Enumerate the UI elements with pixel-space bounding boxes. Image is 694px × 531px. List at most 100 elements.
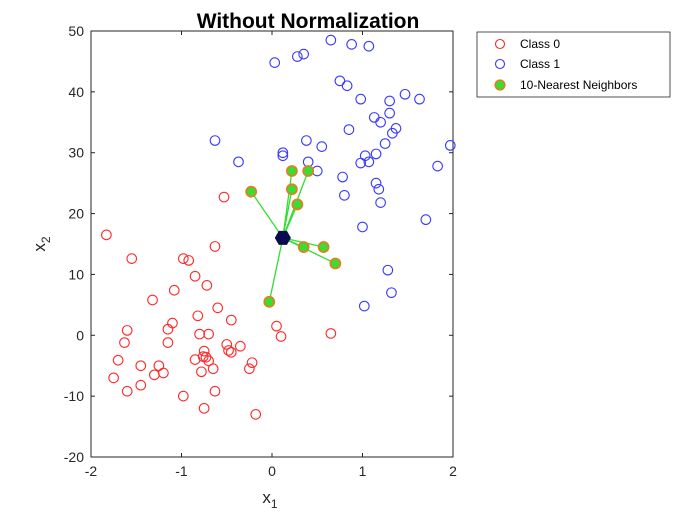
class-0-point <box>221 339 233 350</box>
class-1-point <box>375 116 386 128</box>
legend-box <box>476 31 671 98</box>
class-0-point <box>218 191 230 203</box>
class-1-point <box>355 93 367 105</box>
class-0-point <box>209 241 221 252</box>
class-0-point <box>121 325 133 336</box>
class-0-point <box>203 355 214 367</box>
class-1-point <box>355 157 367 169</box>
class-0-point <box>135 379 147 391</box>
class-0-point <box>225 314 237 326</box>
class-1-point <box>298 48 310 60</box>
legend-label-neighbors: 10-Nearest Neighbors <box>520 78 637 92</box>
legend: Class 0 Class 1 10-Nearest Neighbors <box>476 31 671 98</box>
neighbor-point <box>297 241 310 253</box>
class-0-point <box>101 229 112 241</box>
class-1-point <box>399 88 411 100</box>
legend-marker-class-1 <box>494 58 506 70</box>
x-tick-label: 1 <box>359 463 367 479</box>
class-0-point <box>209 385 221 397</box>
legend-marker-neighbors <box>494 79 506 91</box>
y-tick-label: -20 <box>64 449 84 465</box>
class-0-point <box>201 280 213 291</box>
class-1-point <box>337 171 348 183</box>
neighbor-edge <box>282 189 293 239</box>
neighbor-point <box>286 183 298 196</box>
class-1-point <box>358 300 370 312</box>
class-0-point <box>196 366 207 378</box>
class-1-point <box>363 40 375 52</box>
neighbor-point <box>329 257 342 270</box>
class-1-point <box>325 34 337 46</box>
class-0-point <box>112 354 124 366</box>
neighbor-edge <box>250 191 284 239</box>
class-0-point <box>158 367 169 379</box>
class-0-point <box>168 284 180 296</box>
class-1-point <box>379 138 391 149</box>
class-1-point <box>301 135 312 146</box>
class-1-point <box>341 80 353 92</box>
class-1-point <box>334 75 346 87</box>
query-point <box>274 230 291 245</box>
class-1-point <box>382 264 394 276</box>
legend-label-class-0: Class 0 <box>520 37 560 51</box>
class-1-point <box>269 57 281 68</box>
neighbor-point <box>245 185 258 198</box>
class-0-point <box>121 385 133 397</box>
class-0-point <box>177 253 189 264</box>
neighbor-point <box>302 165 315 177</box>
y-axis-label-subscript: 2 <box>39 236 53 243</box>
neighbor-edge <box>282 237 336 265</box>
class-0-point <box>325 328 337 339</box>
class-1-point <box>233 156 244 168</box>
class-1-point <box>363 156 375 168</box>
class-0-point <box>244 363 255 375</box>
class-0-point <box>246 357 258 369</box>
class-1-point <box>444 140 456 151</box>
x-axis-label: x1 <box>262 488 278 511</box>
class-0-point <box>194 328 205 340</box>
y-tick-label: 20 <box>68 206 84 222</box>
class-0-point <box>162 337 174 348</box>
class-1-point <box>209 135 221 146</box>
class-0-point <box>212 302 224 314</box>
legend-marker-class-0 <box>494 38 506 50</box>
class-0-point <box>147 294 158 306</box>
neighbor-point <box>286 165 298 177</box>
class-0-point <box>167 317 178 329</box>
neighbor-point <box>263 295 276 308</box>
y-tick-label: 50 <box>68 23 84 39</box>
class-0-point <box>200 351 212 363</box>
class-0-point <box>275 331 287 342</box>
class-0-point <box>108 372 119 384</box>
class-0-point <box>135 360 147 372</box>
class-0-point <box>207 363 219 375</box>
y-tick-label: 40 <box>68 84 84 100</box>
class-0-point <box>126 253 138 264</box>
class-0-point <box>177 390 189 402</box>
class-0-point <box>250 409 262 420</box>
class-1-point <box>384 107 396 119</box>
class-1-point <box>384 95 396 107</box>
chart-title: Without Normalization <box>197 10 420 33</box>
class-1-point <box>375 197 386 208</box>
class-0-point <box>183 255 195 266</box>
class-1-point <box>346 39 357 50</box>
class-0-point <box>225 346 237 358</box>
class-1-point <box>373 183 385 195</box>
x-axis-label-subscript: 1 <box>271 497 278 511</box>
class-0-point <box>203 328 214 340</box>
y-tick-label: 0 <box>76 327 84 343</box>
class-0-point <box>192 310 204 322</box>
class-1-point <box>339 189 350 201</box>
class-1-point <box>420 214 432 226</box>
class-0-point <box>198 402 210 414</box>
class-1-point <box>277 150 289 162</box>
y-tick-label: -10 <box>64 388 84 404</box>
class-1-point <box>386 287 397 299</box>
class-1-point <box>277 147 289 159</box>
x-tick-label: -1 <box>175 463 188 479</box>
class-1-point <box>343 124 355 135</box>
neighbor-point <box>317 241 330 253</box>
class-0-point <box>271 320 282 332</box>
